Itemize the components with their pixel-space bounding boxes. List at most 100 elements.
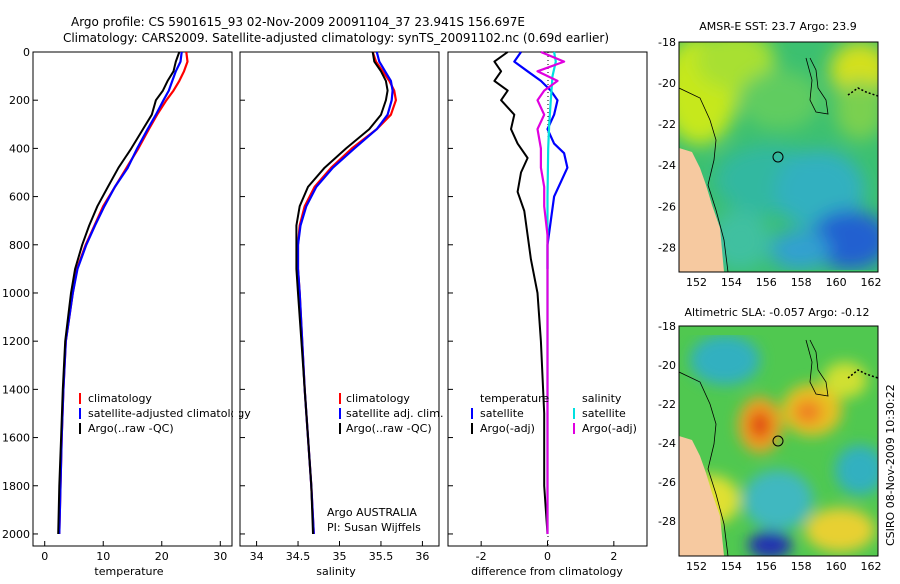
sst-map-xtick-label: 156 (756, 276, 777, 289)
depth-ytick-label: 1800 (2, 480, 30, 493)
difference-series-temperature-satellite (513, 51, 569, 269)
legend-label-sal-satellite: satellite (582, 407, 626, 420)
temperature-xtick-label: 0 (41, 550, 48, 563)
difference-xtick-label: 2 (610, 550, 617, 563)
legend-heading-temperature: temperature (480, 392, 549, 405)
depth-ytick-label: 800 (9, 239, 30, 252)
sla-coast-dotted (847, 369, 878, 379)
sst-argo-location-marker (772, 151, 784, 163)
sla-map-ytick-label: -20 (658, 359, 676, 372)
difference-series-group (493, 50, 569, 535)
sst-map-xtick-label: 162 (861, 276, 882, 289)
sst-map-ytick-label: -20 (658, 77, 676, 90)
sla-map-xtick-label: 156 (756, 560, 777, 573)
depth-ytick-label: 200 (9, 94, 30, 107)
argo-program-label: Argo AUSTRALIA (327, 506, 417, 519)
sla-map-xtick-label: 160 (826, 560, 847, 573)
temperature-series-group (57, 51, 189, 535)
salinity-xtick-label: 34.5 (286, 550, 311, 563)
legend-heading-salinity: salinity (582, 392, 622, 405)
sla-argo-location-marker (772, 435, 784, 447)
sst-map-ytick-label: -28 (658, 241, 676, 254)
depth-ytick-label: 1600 (2, 432, 30, 445)
depth-ytick-label: 400 (9, 142, 30, 155)
depth-ytick-label: 600 (9, 191, 30, 204)
sst-map-xtick-label: 160 (826, 276, 847, 289)
temperature-legend: climatology satellite-adjusted climatolo… (79, 392, 251, 435)
sst-reef-contour (805, 57, 829, 115)
difference-series-salinity-argo-adj (536, 50, 566, 534)
depth-ytick-label: 0 (23, 46, 30, 59)
figure-title-line2: Climatology: CARS2009. Satellite-adjuste… (63, 31, 609, 45)
legend-label-satellite: satellite-adjusted climatology (88, 407, 251, 420)
sla-map-xtick-label: 162 (861, 560, 882, 573)
sst-australia-landmass (679, 148, 724, 272)
salinity-axis-label: salinity (316, 565, 356, 578)
sla-map-xtick-label: 158 (791, 560, 812, 573)
axis-ticks-group: 0 10 20 30020040060080010001200140016001800… (2, 36, 882, 573)
depth-ytick-label: 1000 (2, 287, 30, 300)
salinity-xtick-label: 36 (415, 550, 429, 563)
sla-map-ytick-label: -26 (658, 476, 676, 489)
sla-map-ytick-label: -28 (658, 515, 676, 528)
salinity-xtick-label: 35.5 (369, 550, 394, 563)
salinity-panel (239, 51, 440, 547)
difference-legend: temperature satellite Argo(-adj) salinit… (471, 392, 637, 435)
panel-gap-mask (233, 405, 239, 420)
sla-map-ytick-label: -24 (658, 437, 676, 450)
temperature-xtick-label: 30 (213, 550, 227, 563)
difference-xtick-label: 0 (544, 550, 551, 563)
sst-depth-contour (679, 87, 729, 272)
sst-map-xtick-label: 152 (686, 276, 707, 289)
sst-coast-dotted (847, 87, 878, 97)
temperature-axis-label: temperature (94, 565, 163, 578)
sst-map-frame (678, 41, 879, 273)
sst-map-ytick-label: -26 (658, 200, 676, 213)
temperature-series-argo-raw-qc (57, 51, 181, 535)
depth-ytick-label: 1400 (2, 383, 30, 396)
salinity-xtick-label: 34 (250, 550, 264, 563)
sla-map-ytick-label: -18 (658, 320, 676, 333)
sla-australia-landmass (679, 436, 724, 556)
sla-map-xtick-label: 152 (686, 560, 707, 573)
difference-axis-label: difference from climatology (471, 565, 623, 578)
difference-xtick-label: -2 (476, 550, 487, 563)
sla-map-image (679, 326, 878, 556)
depth-ytick-label: 2000 (2, 528, 30, 541)
sst-map-title: AMSR-E SST: 23.7 Argo: 23.9 (699, 20, 857, 33)
pi-name-label: PI: Susan Wijffels (327, 521, 421, 534)
sst-field-blobs (679, 42, 878, 270)
sst-map-xtick-label: 158 (791, 276, 812, 289)
csiro-timestamp-label: CSIRO 08-Nov-2009 10:30:22 (884, 384, 897, 546)
sst-map-image (679, 42, 878, 272)
sst-map-ytick-label: -24 (658, 159, 676, 172)
difference-series-temperature-argo-adj (493, 51, 549, 535)
depth-ytick-label: 1200 (2, 335, 30, 348)
salinity-series-group (295, 51, 397, 535)
legend-label-temp-argo: Argo(-adj) (480, 422, 535, 435)
legend-label-climatology: climatology (88, 392, 152, 405)
temperature-xtick-label: 10 (96, 550, 110, 563)
legend-label-argo: Argo(..raw -QC) (88, 422, 174, 435)
sla-reef-contour (805, 339, 829, 397)
temperature-xtick-label: 20 (155, 550, 169, 563)
sst-map-xtick-label: 154 (721, 276, 742, 289)
temperature-panel (32, 51, 233, 547)
salinity-xtick-label: 35 (333, 550, 347, 563)
legend-label-climatology: climatology (346, 392, 410, 405)
sla-map-ytick-label: -22 (658, 398, 676, 411)
legend-label-argo: Argo(..raw -QC) (346, 422, 432, 435)
sla-map-frame (678, 325, 879, 557)
legend-label-satellite: satellite adj. clim. (346, 407, 443, 420)
sla-map-xtick-label: 154 (721, 560, 742, 573)
legend-label-temp-satellite: satellite (480, 407, 524, 420)
salinity-legend: climatology satellite adj. clim. Argo(..… (339, 392, 443, 435)
sla-map-title: Altimetric SLA: -0.057 Argo: -0.12 (685, 306, 870, 319)
figure-title-line1: Argo profile: CS 5901615_93 02-Nov-2009 … (71, 15, 525, 29)
salinity-series-argo-raw-qc (295, 51, 389, 535)
sst-map-ytick-label: -22 (658, 118, 676, 131)
sla-depth-contour (679, 371, 729, 556)
legend-label-sal-argo: Argo(-adj) (582, 422, 637, 435)
